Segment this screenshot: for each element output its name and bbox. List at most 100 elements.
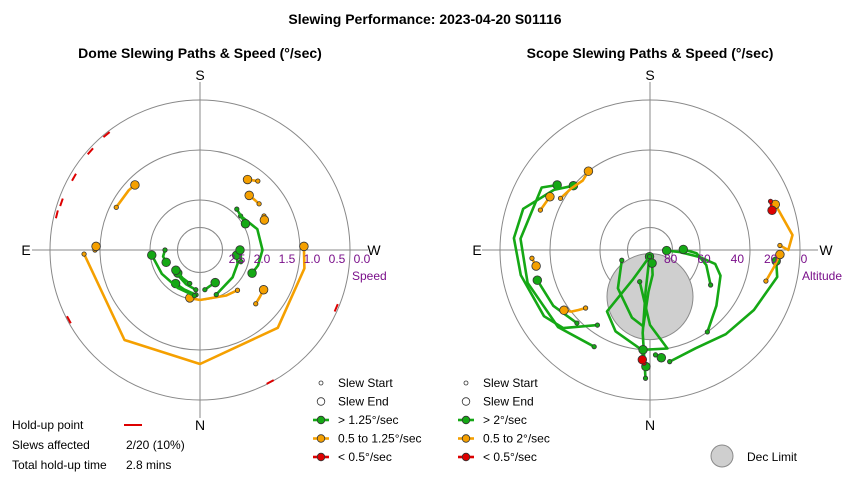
scope-radial-tick-label: 0: [801, 252, 808, 266]
dome-slew-start-16: [162, 247, 168, 253]
dome-holdup-mark-3: [86, 147, 94, 155]
holdup-point-label: Hold-up point: [12, 418, 84, 432]
scope-legend-swatch-start: [463, 380, 469, 386]
dome-legend-swatch-marker: [316, 434, 326, 443]
scope-slew-path-7: [638, 280, 669, 352]
scope-slew-path-14: [774, 203, 794, 252]
dome-slew-end-16: [161, 257, 171, 268]
scope-slew-end-5: [678, 244, 689, 255]
dome-legend-swatch-end: [316, 397, 326, 406]
dome-legend-label: Slew Start: [338, 376, 393, 390]
scope-slew-start-12: [529, 255, 535, 261]
dome-slew-end-9: [147, 250, 157, 260]
scope-legend: Slew Start Slew End > 2°/sec 0.5 to 2°/sec <…: [458, 376, 550, 464]
dome-slew-start-11: [253, 301, 259, 307]
dec-limit-legend: Dec Limit: [710, 444, 798, 468]
dome-holdup-mark-5: [71, 173, 77, 182]
dec-limit-legend-label: Dec Limit: [747, 450, 798, 464]
scope-slew-start-5: [708, 282, 714, 288]
scope-slew-start-15: [537, 207, 543, 213]
scope-slew-end-15: [545, 192, 555, 202]
dome-holdup-mark-2: [59, 198, 64, 207]
dome-slew-start-4: [213, 292, 219, 298]
scope-slew-end-11: [583, 166, 594, 176]
scope-legend-label: > 2°/sec: [483, 413, 527, 427]
scope-legend-label: 0.5 to 2°/sec: [483, 432, 550, 446]
dec-limit-legend-swatch: [710, 444, 734, 468]
scope-slew-start-7: [637, 279, 643, 285]
scope-legend-label: Slew Start: [483, 376, 538, 390]
dome-slew-end-14: [247, 268, 257, 278]
holdup-time-label: Total hold-up time: [12, 458, 107, 472]
dome-radial-tick-label: 0.5: [329, 252, 346, 266]
scope-radial-tick-label: 60: [697, 252, 711, 266]
dome-slew-end-8: [210, 277, 220, 288]
dome-legend-swatch-marker: [316, 452, 326, 462]
scope-slew-start-11: [557, 195, 564, 201]
dome-legend-label: > 1.25°/sec: [338, 413, 399, 427]
dome-holdup-mark-4: [102, 131, 111, 138]
scope-radial-tick-label: 80: [664, 252, 678, 266]
scope-slew-start-9: [574, 320, 580, 326]
scope-slew-path-2: [668, 259, 779, 363]
scope-legend-swatch-marker: [461, 452, 471, 462]
holdup-summary: Hold-up point Slews affected 2/20 (10%) …: [12, 418, 185, 472]
dome-slew-path-9: [150, 253, 196, 297]
dome-polar-panel: Dome Slewing Paths & Speed (°/sec) 2.5 2.…: [21, 45, 386, 433]
scope-slew-start-2: [667, 359, 673, 365]
dome-slew-end-0: [299, 241, 309, 252]
scope-legend-swatch-end: [461, 397, 471, 406]
scope-slew-end-18: [656, 353, 667, 363]
dome-slew-start-0: [81, 251, 87, 257]
dome-slew-path-0: [82, 245, 306, 366]
dome-holdup-mark-0: [66, 315, 72, 324]
dome-legend-label: < 0.5°/sec: [338, 450, 392, 464]
scope-slew-path-11: [559, 169, 590, 200]
scope-slew-start-8: [594, 322, 601, 328]
dome-slew-end-7: [171, 265, 181, 275]
scope-polar-panel: Scope Slewing Paths & Speed (°/sec) 80 60…: [472, 45, 842, 433]
slews-affected-value: 2/20 (10%): [126, 438, 185, 452]
dome-grid: [32, 82, 368, 418]
dome-slew-end-2: [91, 241, 101, 252]
dome-slew-start-17: [255, 178, 261, 184]
scope-legend-swatch-marker: [461, 415, 471, 425]
scope-slew-path-9: [536, 278, 579, 325]
scope-slew-start-4: [704, 329, 710, 335]
dome-slew-start-15: [234, 206, 240, 212]
dome-legend: Slew Start Slew End > 1.25°/sec 0.5 to 1.25…: [313, 376, 422, 464]
dome-slew-start-13: [256, 201, 262, 207]
scope-slew-end-7: [638, 345, 648, 355]
scope-slew-start-6: [591, 344, 597, 350]
scope-direction-left: E: [472, 242, 481, 258]
scope-slew-paths: [512, 166, 794, 381]
scope-slew-start-10: [582, 305, 589, 311]
scope-direction-bottom: N: [645, 417, 655, 433]
scope-slew-start-14: [777, 242, 783, 249]
dome-holdup-points: [54, 131, 339, 385]
dome-radial-tick-label: 1.0: [304, 252, 321, 266]
dome-slew-start-3: [234, 287, 241, 293]
slews-affected-label: Slews affected: [12, 438, 90, 452]
dome-holdup-mark-6: [333, 303, 339, 312]
dome-slew-start-6: [193, 287, 199, 293]
scope-slew-end-13: [775, 249, 785, 260]
dome-panel-title: Dome Slewing Paths & Speed (°/sec): [78, 45, 322, 61]
dome-slew-start-9: [191, 293, 197, 299]
scope-slew-start-3: [619, 257, 625, 263]
dome-slew-path-14: [239, 214, 264, 275]
dome-slew-end-10: [235, 245, 245, 255]
scope-slew-end-12: [531, 261, 541, 271]
scope-legend-swatch-marker: [461, 434, 471, 443]
dome-slew-start-1: [113, 204, 119, 210]
dome-legend-swatch-start: [318, 380, 324, 386]
dome-slew-start-7: [187, 280, 193, 287]
dome-slew-end-13: [244, 190, 254, 201]
dome-radial-axis-label: Speed: [352, 269, 387, 283]
dome-radial-tick-label: 1.5: [279, 252, 296, 266]
dome-holdup-mark-7: [266, 379, 275, 385]
dome-direction-right: W: [367, 242, 381, 258]
dome-legend-label: 0.5 to 1.25°/sec: [338, 432, 422, 446]
holdup-time-value: 2.8 mins: [126, 458, 171, 472]
scope-slew-path-3: [616, 259, 654, 328]
